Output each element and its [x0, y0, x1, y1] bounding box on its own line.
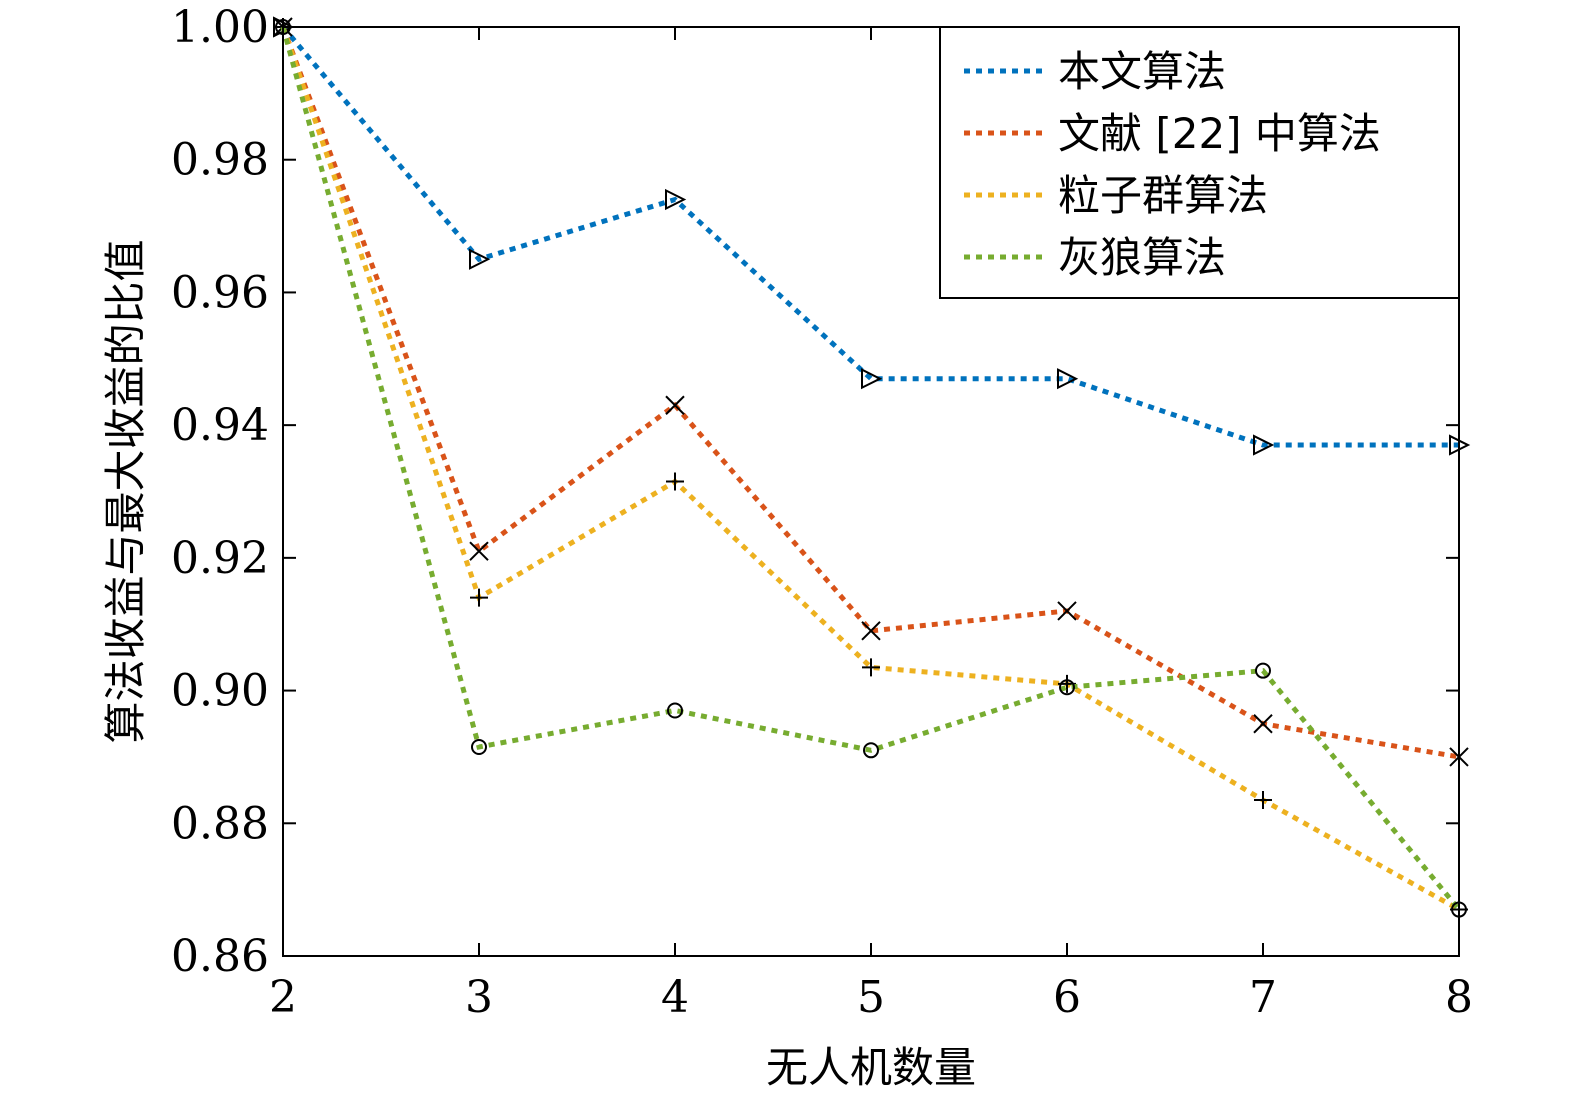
x-tick-label: 4	[661, 972, 689, 1023]
y-tick-label: 0.90	[171, 666, 269, 717]
axes-layer: 2 3 4 5 6 7 8 0.86 0.88 0.90 0.92 0.94 0.96 0.98 1.00 无…	[101, 2, 1473, 1092]
data-point	[863, 742, 879, 759]
data-point	[862, 658, 880, 677]
x-axis-title: 无人机数量	[766, 1043, 976, 1092]
y-tick-label: 0.92	[171, 533, 269, 584]
data-point	[667, 702, 683, 719]
legend-label: 本文算法	[1058, 47, 1226, 96]
data-point	[471, 738, 487, 755]
x-tick-label: 2	[269, 972, 297, 1023]
data-point	[1057, 601, 1077, 621]
x-tick-label: 8	[1445, 972, 1473, 1023]
data-point	[1253, 714, 1273, 734]
x-tick-label: 6	[1053, 972, 1081, 1023]
data-point	[1255, 662, 1271, 679]
y-tick-label: 0.86	[171, 931, 269, 982]
legend-item-1: 文献 [22] 中算法	[964, 109, 1381, 158]
legend-item-0: 本文算法	[964, 47, 1226, 96]
x-tick-label: 7	[1249, 972, 1277, 1023]
data-point	[470, 588, 488, 607]
legend-label: 粒子群算法	[1058, 171, 1268, 220]
y-tick-label: 0.88	[171, 798, 269, 849]
series-line-0	[281, 25, 1459, 448]
data-point	[469, 248, 491, 270]
data-point	[665, 395, 685, 415]
y-tick-label: 0.94	[171, 400, 269, 451]
data-point	[1253, 434, 1275, 456]
y-tick-label: 1.00	[171, 2, 269, 53]
data-point	[1254, 791, 1272, 810]
data-point	[469, 541, 489, 561]
data-point	[861, 621, 881, 641]
legend-item-3: 灰狼算法	[964, 233, 1226, 282]
legend-label: 文献 [22] 中算法	[1058, 109, 1381, 158]
x-tick-label: 5	[857, 972, 885, 1023]
data-point	[1057, 368, 1079, 390]
series-line-3	[280, 26, 1461, 912]
series-layer	[273, 16, 1471, 919]
y-tick-label: 0.98	[171, 135, 269, 186]
legend-item-2: 粒子群算法	[964, 171, 1268, 220]
y-tick-label: 0.96	[171, 267, 269, 318]
legend-label: 灰狼算法	[1058, 233, 1226, 282]
x-tick-label: 3	[465, 972, 493, 1023]
data-point	[666, 472, 684, 491]
series-1	[273, 17, 1469, 767]
data-point	[1059, 679, 1075, 696]
data-point	[665, 188, 687, 211]
data-point	[861, 368, 883, 390]
y-axis-title: 算法收益与最大收益的比值	[101, 239, 150, 743]
